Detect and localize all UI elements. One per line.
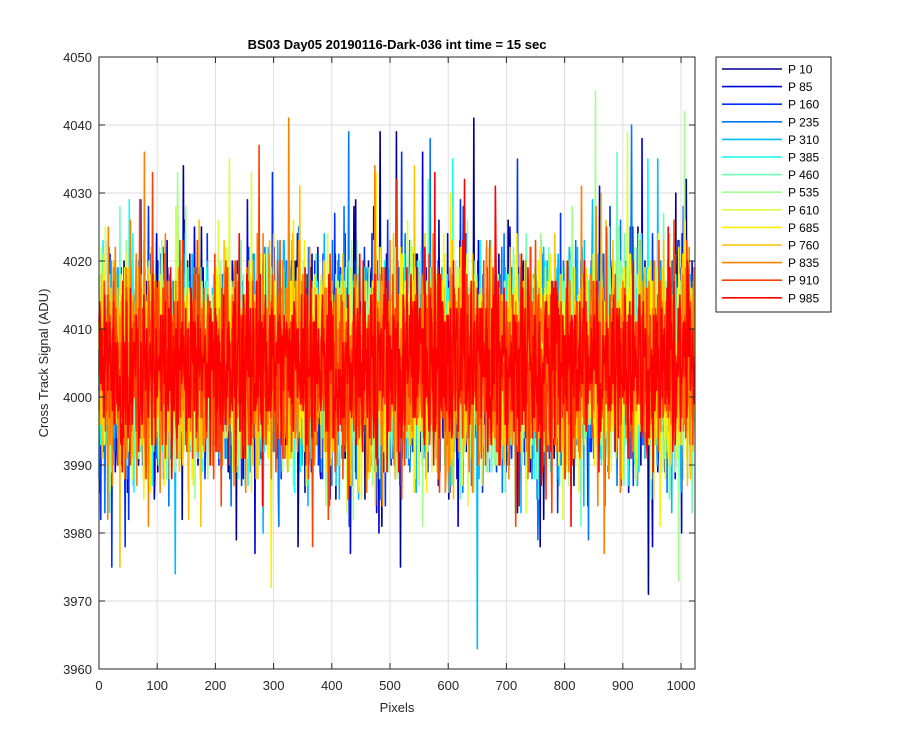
x-tick-label: 600: [437, 678, 459, 693]
legend-label: P 835: [788, 256, 819, 270]
x-tick-label: 900: [612, 678, 634, 693]
legend-label: P 10: [788, 63, 813, 77]
x-axis-label: Pixels: [380, 700, 415, 715]
legend-label: P 310: [788, 133, 819, 147]
legend-label: P 610: [788, 203, 819, 217]
y-tick-label: 4000: [63, 390, 92, 405]
series-layer: [98, 90, 696, 650]
x-tick-label: 200: [205, 678, 227, 693]
y-tick-label: 3960: [63, 662, 92, 677]
legend-label: P 910: [788, 274, 819, 288]
legend-label: P 385: [788, 151, 819, 165]
x-tick-label: 800: [554, 678, 576, 693]
x-tick-label: 500: [379, 678, 401, 693]
legend-label: P 685: [788, 221, 819, 235]
legend-label: P 235: [788, 115, 819, 129]
y-tick-label: 3970: [63, 594, 92, 609]
series-line-p985: [98, 171, 696, 527]
x-tick-label: 400: [321, 678, 343, 693]
legend-label: P 160: [788, 98, 819, 112]
y-tick-label: 3990: [63, 458, 92, 473]
legend-label: P 535: [788, 186, 819, 200]
axis-ticks: [98, 56, 695, 670]
legend-label: P 460: [788, 168, 819, 182]
y-tick-label: 4020: [63, 254, 92, 269]
x-tick-label: 300: [263, 678, 285, 693]
x-tick-label: 100: [146, 678, 168, 693]
legend: P 10 P 85 P 160 P 235 P 310 P 385 P 460 P 535 P …: [715, 56, 832, 313]
legend-box: [715, 56, 832, 313]
y-axis-label: Cross Track Signal (ADU): [36, 289, 51, 438]
y-tick-label: 4050: [63, 50, 92, 65]
legend-label: P 85: [788, 80, 813, 94]
y-tick-labels: 3960 3970 3980 3990 4000 4010 4020 4030 4040 4050: [63, 50, 92, 677]
x-tick-label: 0: [95, 678, 102, 693]
x-tick-label: 700: [496, 678, 518, 693]
legend-label: P 985: [788, 291, 819, 305]
x-tick-label: 1000: [667, 678, 696, 693]
y-tick-label: 4030: [63, 186, 92, 201]
y-tick-label: 4010: [63, 322, 92, 337]
chart-title: BS03 Day05 20190116-Dark-036 int time = …: [248, 37, 547, 52]
x-tick-labels: 0 100 200 300 400 500 600 700 800 900 1000: [95, 678, 695, 693]
y-tick-label: 3980: [63, 526, 92, 541]
legend-label: P 760: [788, 239, 819, 253]
y-tick-label: 4040: [63, 118, 92, 133]
plot-frame: [98, 56, 696, 670]
